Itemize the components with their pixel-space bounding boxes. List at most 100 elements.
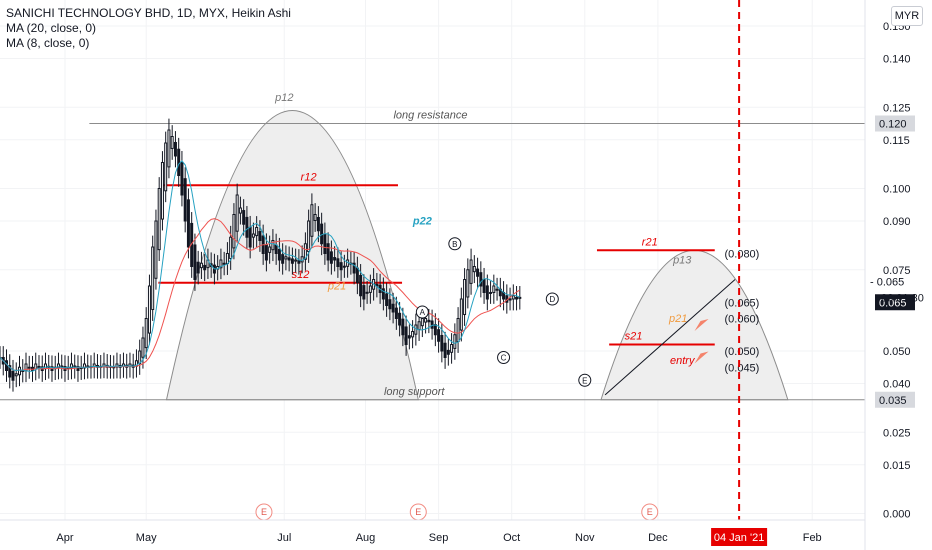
candle-body xyxy=(300,256,304,263)
x-tick-label: May xyxy=(136,532,157,544)
x-tick-label: Jul xyxy=(277,532,291,544)
candle-body xyxy=(342,265,346,268)
candle-body xyxy=(463,279,467,316)
candle-body xyxy=(82,363,86,369)
candle-body xyxy=(268,246,272,253)
legend-title: SANICHI TECHNOLOGY BHD, 1D, MYX, Heikin … xyxy=(6,6,291,20)
candle-body xyxy=(469,259,473,284)
candle-body xyxy=(69,363,73,369)
candle-body xyxy=(144,318,148,349)
earnings-marker: E xyxy=(409,503,427,521)
text-label-p21: p21 xyxy=(668,313,687,325)
candle-body xyxy=(489,291,493,294)
y-tick-label: 0.075 xyxy=(883,265,911,277)
wave-label-A: A xyxy=(415,305,429,319)
date-label-text: 04 Jan '21 xyxy=(714,532,764,544)
x-tick-label: Nov xyxy=(575,532,595,544)
candle-body xyxy=(290,258,294,264)
candle-body xyxy=(472,266,476,273)
candle-body xyxy=(34,363,38,370)
candle-body xyxy=(359,274,363,297)
earnings-text: E xyxy=(415,507,421,517)
candle-body xyxy=(141,337,145,358)
candle-body xyxy=(274,244,278,254)
candle-body xyxy=(167,129,171,168)
candle-body xyxy=(229,236,233,260)
candle-body xyxy=(303,243,307,260)
wave-label-circle xyxy=(415,305,429,319)
x-tick-label: Aug xyxy=(356,532,376,544)
candle-body xyxy=(336,258,340,267)
candle-body xyxy=(411,331,415,338)
candle-body xyxy=(355,267,359,284)
legend-ma20: MA (20, close, 0) xyxy=(6,21,97,35)
y-tick-label: 0.125 xyxy=(883,102,911,114)
candle-body xyxy=(164,142,168,192)
candle-body xyxy=(310,204,314,237)
candle-body xyxy=(4,360,8,371)
candle-body xyxy=(466,269,470,298)
bracket-label: (0.080) xyxy=(724,249,759,261)
y-tick-label: 0.040 xyxy=(883,379,911,391)
candle-body xyxy=(138,350,142,364)
candle-body xyxy=(437,329,441,342)
x-tick-label: Feb xyxy=(803,532,822,544)
candle-body xyxy=(235,194,239,232)
price-label-bg xyxy=(875,115,915,132)
ma8-line xyxy=(0,160,521,372)
moving-averages xyxy=(0,160,521,372)
candle-body xyxy=(450,344,454,353)
candle-body xyxy=(333,257,337,261)
y-tick-label: 0.025 xyxy=(883,427,911,439)
candle-body xyxy=(482,278,486,294)
wave-label-circle xyxy=(497,351,511,364)
candle-body xyxy=(242,210,246,225)
candle-body xyxy=(339,262,343,271)
candle-body xyxy=(157,188,161,251)
wave-label-text: B xyxy=(452,240,457,249)
candle-body xyxy=(281,254,285,264)
candle-body xyxy=(294,259,298,262)
candle-body xyxy=(362,285,366,300)
candle-body xyxy=(518,296,522,299)
wave-label-C: C xyxy=(497,351,511,364)
candle-body xyxy=(495,288,499,291)
countdown-label: 06:01:30 xyxy=(881,292,924,304)
legend-ma8: MA (8, close, 0) xyxy=(6,36,90,50)
bracket-label: (0.065) xyxy=(724,297,759,309)
candle-body xyxy=(193,244,197,280)
candle-body xyxy=(394,307,398,320)
y-tick-label: 0.100 xyxy=(883,184,911,196)
currency-button[interactable]: MYR xyxy=(891,6,923,26)
earnings-text: E xyxy=(647,507,653,517)
earnings-marker: E xyxy=(255,503,273,521)
candle-body xyxy=(430,320,434,329)
candle-body xyxy=(154,220,158,279)
candle-body xyxy=(352,262,356,274)
candle-body xyxy=(456,318,460,343)
text-label-p21: p21 xyxy=(327,280,346,292)
candle-body xyxy=(401,318,405,336)
candle-body xyxy=(8,365,12,378)
candle-body xyxy=(297,260,301,264)
text-label-p12: p12 xyxy=(274,92,293,104)
candle-body xyxy=(424,318,428,323)
level-label-r12: r12 xyxy=(301,171,317,183)
candle-body xyxy=(385,293,389,307)
pattern-arcs xyxy=(165,110,789,401)
candle-body xyxy=(515,296,519,300)
level-label-s12: s12 xyxy=(292,269,310,281)
price-label-bg xyxy=(875,294,915,311)
wave-label-text: A xyxy=(420,308,426,317)
candle-body xyxy=(375,283,379,287)
entry-arrow xyxy=(694,319,709,331)
date-label-bg xyxy=(711,528,768,546)
wave-label-E: E xyxy=(578,373,592,387)
candle-body xyxy=(232,214,236,249)
candle-body xyxy=(27,366,31,369)
x-tick-label: Sep xyxy=(429,532,449,544)
grid xyxy=(0,0,865,520)
text-label-p13: p13 xyxy=(672,254,692,266)
